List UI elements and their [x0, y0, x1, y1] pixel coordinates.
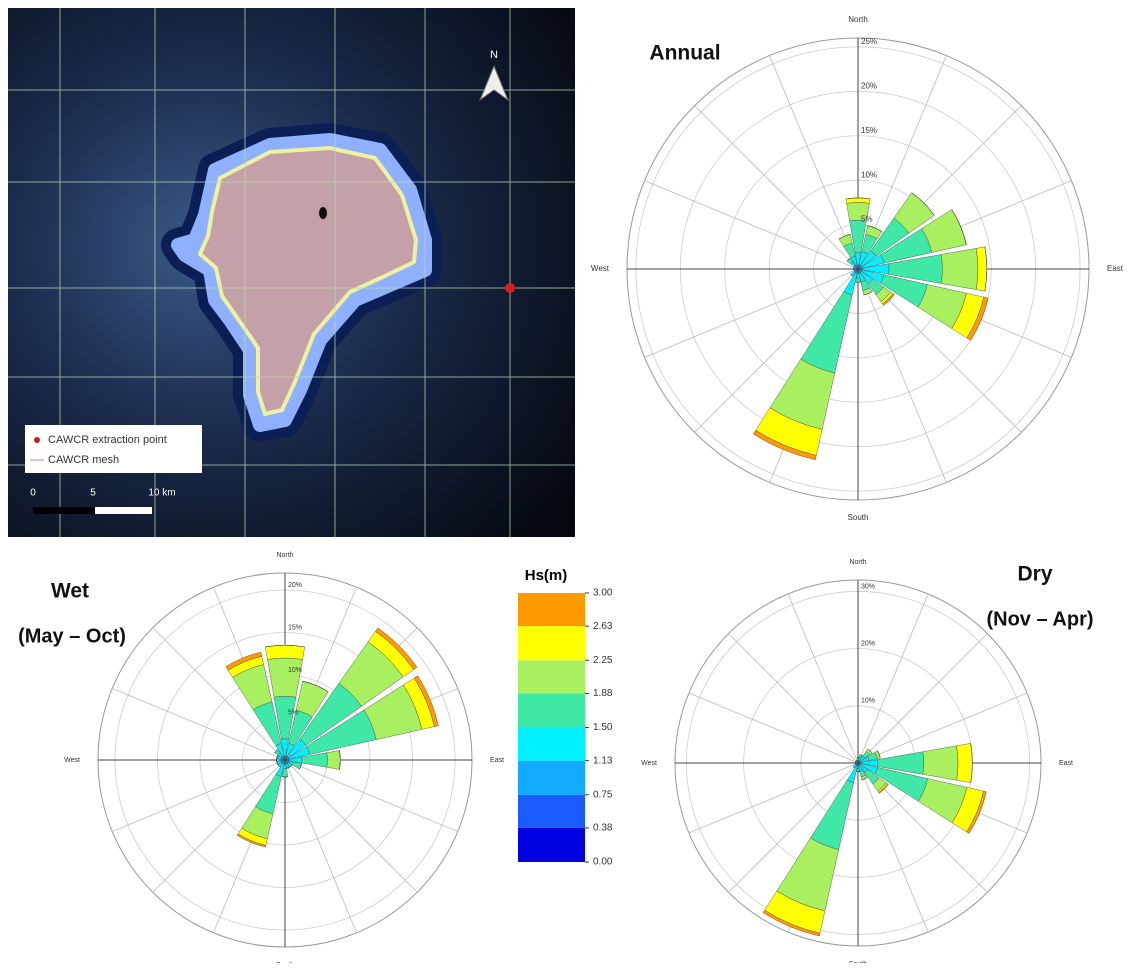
chart-subtitle: (May – Oct) [18, 625, 126, 647]
ring-label: 10% [288, 667, 302, 674]
rose-segment [857, 769, 860, 772]
ring-label: 10% [861, 698, 875, 705]
rose-segment [957, 743, 973, 782]
legend-point-symbol [34, 437, 40, 443]
lagoon [319, 207, 327, 219]
ring-label: 5% [861, 215, 873, 224]
chart-title: Wet [51, 580, 89, 603]
colorbar-tick-label: 0.38 [593, 823, 613, 834]
colorbar-bin [518, 828, 585, 862]
wave-rose: 5% 10% 15% 20% 25% North East South West Annual [591, 15, 1124, 522]
rose-segment [265, 645, 304, 659]
colorbar-title: Hs(m) [525, 567, 568, 584]
rose-segment [941, 248, 978, 289]
ring-label: 20% [288, 582, 302, 589]
wave-rose: 10%20%30%NorthEastSouthWestDry(Nov – Apr… [641, 559, 1093, 963]
scale-bar [33, 507, 95, 514]
ring-label: 20% [861, 640, 875, 647]
wave-rose: 5%10%15%20%NorthEastSouthWestWet(May – O… [18, 552, 504, 963]
colorbar-tick-label: 1.13 [593, 755, 613, 766]
chart-subtitle: (Nov – Apr) [986, 608, 1093, 630]
colorbar-tick-label: 2.25 [593, 655, 613, 666]
direction-label: North [849, 559, 866, 566]
ring-label: 30% [861, 583, 875, 590]
chart-title: Annual [649, 42, 720, 65]
direction-label: West [591, 264, 610, 273]
direction-label: East [1107, 264, 1124, 273]
scale-label: 0 [30, 488, 36, 499]
legend-label: CAWCR extraction point [48, 434, 167, 446]
colorbar-tick-label: 0.75 [593, 789, 613, 800]
scale-bar [95, 507, 152, 514]
ring-label: 10% [861, 170, 877, 179]
ring-label: 15% [861, 126, 877, 135]
colorbar-bin [518, 728, 585, 761]
rose-segment [846, 198, 870, 203]
rose-segment [976, 247, 987, 291]
map: N CAWCR extraction point CAWCR mesh 0 5 … [8, 8, 575, 537]
chart-title: Dry [1017, 563, 1052, 586]
direction-label: East [1059, 760, 1073, 767]
rose-segment [327, 751, 340, 770]
direction-label: East [490, 757, 504, 764]
colorbar-tick-label: 1.50 [593, 722, 613, 733]
ring-label: 15% [288, 624, 302, 631]
colorbar-bin [518, 795, 585, 828]
scale-label: 5 [90, 488, 96, 499]
ring-label: 25% [861, 37, 877, 46]
direction-label: North [276, 552, 293, 559]
colorbar: Hs(m) 0.00 0.38 0.75 1.13 1.50 1.88 2.25 2.63 3.… [518, 567, 613, 868]
direction-label: South [848, 513, 869, 522]
legend-label: CAWCR mesh [48, 454, 119, 466]
colorbar-bin [518, 660, 585, 693]
scale-label: 10 km [148, 488, 175, 499]
figure: N CAWCR extraction point CAWCR mesh 0 5 … [0, 0, 1135, 963]
ring-label: 20% [861, 81, 877, 90]
direction-label: West [641, 760, 657, 767]
colorbar-tick-label: 0.00 [593, 857, 613, 868]
colorbar-bin [518, 693, 585, 727]
rose-segment [923, 746, 958, 780]
direction-label: North [848, 15, 868, 24]
ring-label: 5% [288, 709, 298, 716]
colorbar-tick-label: 3.00 [593, 588, 613, 599]
rose-segment [856, 278, 861, 283]
direction-label: West [64, 757, 80, 764]
colorbar-tick-label: 1.88 [593, 688, 613, 699]
extraction-point [505, 283, 515, 293]
colorbar-bin [518, 593, 585, 626]
colorbar-bin [518, 761, 585, 795]
colorbar-bin [518, 626, 585, 660]
colorbar-tick-label: 2.63 [593, 621, 613, 632]
north-label: N [490, 49, 498, 61]
